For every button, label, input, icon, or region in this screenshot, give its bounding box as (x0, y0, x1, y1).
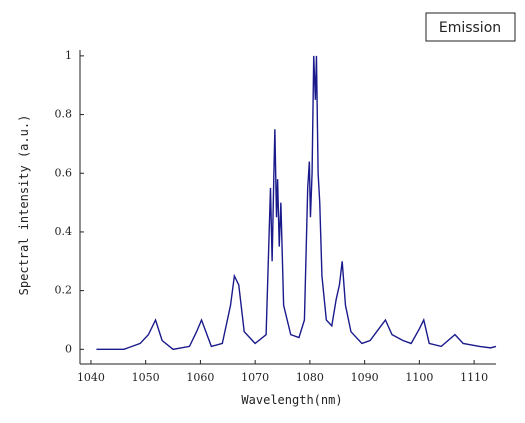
y-axis-label: Spectral intensity (a.u.) (17, 115, 31, 296)
x-tick-label: 1070 (241, 371, 269, 384)
x-tick-label: 1110 (460, 371, 488, 384)
x-tick-label: 1050 (132, 371, 160, 384)
x-tick-label: 1100 (405, 371, 433, 384)
y-tick-label: 0.2 (55, 284, 73, 297)
x-tick-label: 1040 (77, 371, 105, 384)
legend-box (425, 12, 516, 42)
x-tick-label: 1090 (351, 371, 379, 384)
y-tick-label: 0 (65, 342, 72, 355)
legend-label: Emission (439, 20, 501, 36)
x-axis-label: Wavelength(nm) (241, 393, 342, 407)
y-tick-label: 0.8 (55, 108, 73, 121)
series-line (96, 55, 497, 351)
x-tick-label: 1080 (296, 371, 324, 384)
y-tick-label: 1 (65, 49, 72, 62)
y-tick-label: 0.4 (55, 225, 73, 238)
y-tick-label: 0.6 (55, 166, 73, 179)
x-tick-label: 1060 (186, 371, 214, 384)
